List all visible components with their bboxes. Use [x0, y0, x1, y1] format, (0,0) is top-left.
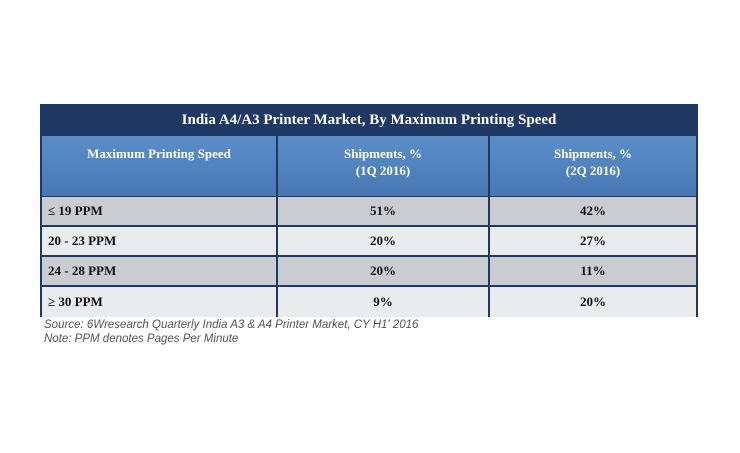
table-row: 24 - 28 PPM 20% 11% — [42, 257, 696, 287]
column-header-2q2016-line1: Shipments, % — [553, 146, 633, 161]
cell-1q2016: 51% — [278, 197, 490, 225]
table-notes: Source: 6Wresearch Quarterly India A3 & … — [44, 318, 418, 346]
cell-2q2016: 27% — [490, 227, 696, 255]
cell-1q2016: 20% — [278, 227, 490, 255]
table-body: ≤ 19 PPM 51% 42% 20 - 23 PPM 20% 27% 24 … — [42, 197, 696, 317]
column-header-1q2016: Shipments, % (1Q 2016) — [278, 136, 490, 196]
cell-1q2016: 20% — [278, 257, 490, 285]
column-header-1q2016-line2: (1Q 2016) — [355, 163, 411, 178]
table-row: 20 - 23 PPM 20% 27% — [42, 227, 696, 257]
cell-speed: ≤ 19 PPM — [42, 197, 278, 225]
table-row: ≥ 30 PPM 9% 20% — [42, 287, 696, 317]
column-header-speed-line1: Maximum Printing Speed — [87, 146, 231, 161]
cell-speed: ≥ 30 PPM — [42, 287, 278, 317]
cell-1q2016: 9% — [278, 287, 490, 317]
table-header-row: Maximum Printing Speed Shipments, % (1Q … — [42, 136, 696, 197]
column-header-speed: Maximum Printing Speed — [42, 136, 278, 196]
column-header-2q2016: Shipments, % (2Q 2016) — [490, 136, 696, 196]
cell-speed: 24 - 28 PPM — [42, 257, 278, 285]
column-header-1q2016-line1: Shipments, % — [343, 146, 423, 161]
cell-2q2016: 11% — [490, 257, 696, 285]
column-header-2q2016-line2: (2Q 2016) — [565, 163, 621, 178]
table-row: ≤ 19 PPM 51% 42% — [42, 197, 696, 227]
printer-market-table: India A4/A3 Printer Market, By Maximum P… — [40, 104, 698, 317]
ppm-note: Note: PPM denotes Pages Per Minute — [44, 333, 239, 345]
source-note: Source: 6Wresearch Quarterly India A3 & … — [44, 319, 419, 331]
cell-speed: 20 - 23 PPM — [42, 227, 278, 255]
cell-2q2016: 42% — [490, 197, 696, 225]
table-title: India A4/A3 Printer Market, By Maximum P… — [40, 104, 698, 136]
cell-2q2016: 20% — [490, 287, 696, 317]
